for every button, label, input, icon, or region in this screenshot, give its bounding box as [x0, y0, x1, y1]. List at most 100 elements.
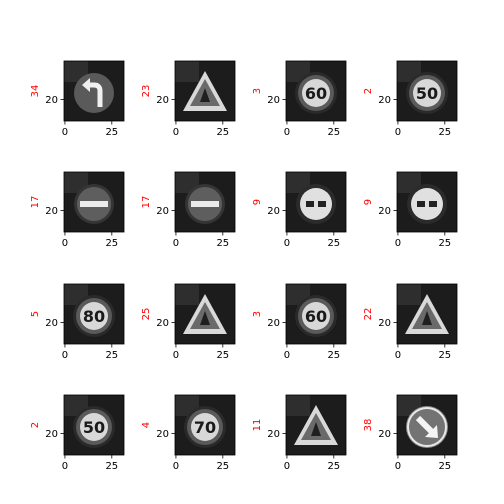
no-entry-sign-icon: [185, 184, 225, 224]
x-tick-label: 0: [62, 350, 68, 361]
axes-frame: [63, 171, 125, 233]
x-tick-label: 0: [62, 461, 68, 472]
subplot-8: 0 25 20 9: [363, 171, 458, 249]
sign-image: 70: [175, 395, 235, 455]
x-tick-label: 25: [438, 127, 451, 138]
x-tick-label: 25: [105, 350, 118, 361]
axes-frame: [396, 283, 458, 345]
y-tick-label: 20: [378, 429, 391, 440]
x-tick-label: 0: [173, 127, 179, 138]
axes-frame: [285, 283, 347, 345]
x-tick-label: 0: [284, 127, 290, 138]
x-tick-label: 0: [395, 238, 401, 249]
subplot-13: 50 0 25 20 2: [30, 394, 125, 472]
subplot-9: 80 0 25 20 5: [30, 283, 125, 361]
subplot-6: 0 25 20 17: [141, 171, 236, 249]
turn-left-arrow-sign-icon: [74, 73, 114, 113]
y-tick-label: 20: [45, 206, 58, 217]
sign-image: 60: [286, 284, 346, 344]
speed-limit-sign-icon: 80: [73, 295, 115, 337]
sign-text: 80: [83, 307, 105, 326]
y-tick-label: 20: [156, 318, 169, 329]
no-entry-sign-icon: [74, 184, 114, 224]
y-tick-label: 20: [156, 95, 169, 106]
y-tick-label: 20: [45, 429, 58, 440]
x-tick-label: 25: [216, 350, 229, 361]
x-tick-label: 25: [327, 127, 340, 138]
axes-frame: [174, 283, 236, 345]
subplot-3: 60 0 25 20 3: [252, 60, 347, 138]
sign-image: [175, 61, 235, 121]
keep-right-sign-icon: [406, 406, 448, 448]
x-tick-label: 25: [438, 350, 451, 361]
x-tick-label: 25: [216, 461, 229, 472]
y-tick-label: 20: [45, 95, 58, 106]
sign-text: 60: [305, 84, 327, 103]
y-tick-label: 20: [156, 429, 169, 440]
class-label: 17: [141, 196, 152, 209]
y-tick-label: 20: [267, 206, 280, 217]
class-label: 38: [363, 419, 374, 432]
subplot-10: 0 25 20 25: [141, 283, 236, 361]
sign-image: [64, 61, 124, 121]
speed-limit-sign-icon: 60: [295, 295, 337, 337]
x-tick-label: 0: [173, 350, 179, 361]
subplot-15: 0 25 20 11: [252, 394, 347, 472]
sign-image: 50: [397, 61, 457, 121]
x-tick-label: 0: [395, 127, 401, 138]
y-tick-label: 20: [378, 95, 391, 106]
x-tick-label: 25: [105, 461, 118, 472]
subplot-5: 0 25 20 17: [30, 171, 125, 249]
axes-frame: [396, 60, 458, 122]
class-label: 2: [30, 422, 41, 428]
x-tick-label: 25: [216, 127, 229, 138]
x-tick-label: 25: [327, 350, 340, 361]
x-tick-label: 25: [105, 127, 118, 138]
no-passing-sign-icon: [296, 184, 336, 224]
sign-image: [175, 172, 235, 232]
x-tick-label: 0: [173, 461, 179, 472]
x-tick-label: 0: [62, 127, 68, 138]
class-label: 25: [141, 308, 152, 321]
class-label: 23: [141, 85, 152, 98]
y-tick-label: 20: [378, 206, 391, 217]
subplot-14: 70 0 25 20 4: [141, 394, 236, 472]
no-passing-sign-icon: [407, 184, 447, 224]
axes-frame: [174, 171, 236, 233]
subplot-16: 0 25 20 38: [363, 394, 458, 472]
y-tick-label: 20: [267, 429, 280, 440]
class-label: 17: [30, 196, 41, 209]
class-label: 11: [252, 419, 263, 432]
sign-image: 60: [286, 61, 346, 121]
sign-text: 60: [305, 307, 327, 326]
subplot-2: 0 25 20 23: [141, 60, 236, 138]
sign-image: [397, 172, 457, 232]
sign-image: [286, 395, 346, 455]
class-label: 3: [252, 88, 263, 94]
subplot-12: 0 25 20 22: [363, 283, 458, 361]
sign-text: 50: [83, 418, 105, 437]
sign-image: [286, 172, 346, 232]
subplot-1: 0 25 20 34: [30, 60, 125, 138]
sign-image: [175, 284, 235, 344]
y-tick-label: 20: [267, 318, 280, 329]
y-tick-label: 20: [378, 318, 391, 329]
triangle-warning-sign-icon: [294, 405, 338, 445]
x-tick-label: 25: [327, 461, 340, 472]
y-tick-label: 20: [156, 206, 169, 217]
y-tick-label: 20: [267, 95, 280, 106]
x-tick-label: 25: [216, 238, 229, 249]
sign-image: [397, 284, 457, 344]
x-tick-label: 25: [327, 238, 340, 249]
triangle-warning-sign-icon: [183, 294, 227, 334]
x-tick-label: 0: [284, 238, 290, 249]
sign-image: [397, 395, 457, 455]
subplot-11: 60 0 25 20 3: [252, 283, 347, 361]
x-tick-label: 25: [105, 238, 118, 249]
sign-image: 50: [64, 395, 124, 455]
axes-frame: [63, 60, 125, 122]
axes-frame: [63, 283, 125, 345]
axes-frame: [285, 60, 347, 122]
axes-frame: [396, 171, 458, 233]
axes-frame: [396, 394, 458, 456]
